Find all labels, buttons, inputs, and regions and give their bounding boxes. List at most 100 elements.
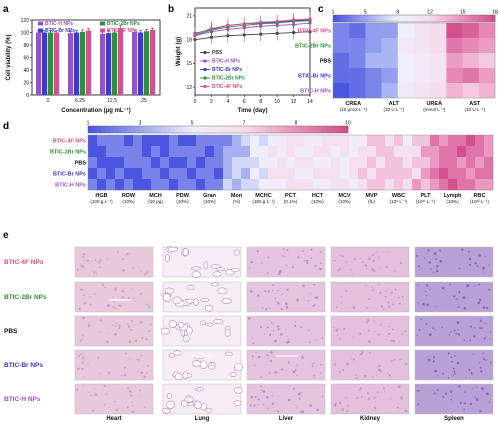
nucleus-dot: [391, 360, 393, 362]
nucleus-dot: [359, 389, 361, 392]
heatmap-cell: [478, 23, 496, 39]
nucleus-dot: [284, 256, 286, 258]
colorbar-segment: [226, 126, 232, 133]
heatmap-cell: [340, 135, 350, 147]
nucleus-dot: [373, 320, 375, 322]
nucleus-dot: [482, 352, 484, 355]
column-unit: (10%): [446, 199, 459, 204]
colorbar-segment: [144, 126, 149, 133]
nucleus-dot: [143, 375, 147, 379]
colorbar-segment: [343, 15, 347, 22]
colorbar-segment: [395, 15, 399, 22]
alveolus: [191, 271, 201, 278]
nucleus-dot: [130, 319, 133, 323]
nucleus-dot: [138, 389, 141, 392]
row-label: BTIC-H NPs: [300, 89, 331, 95]
legend-swatch-a: [100, 21, 105, 26]
heatmap-cell: [367, 146, 377, 158]
colorbar-segment: [135, 126, 141, 133]
nucleus-dot: [252, 342, 255, 344]
nucleus-dot: [262, 404, 265, 406]
nucleus-dot: [149, 323, 152, 326]
nucleus-dot: [301, 410, 305, 414]
nucleus-dot: [131, 401, 134, 404]
nucleus-dot: [385, 339, 387, 341]
legend-label-a: BTIC-Br NPs: [45, 28, 75, 34]
heatmap-cell: [430, 146, 440, 158]
nucleus-dot: [260, 271, 262, 273]
nucleus-dot: [391, 298, 393, 300]
heatmap-cell: [475, 157, 485, 169]
nucleus-dot: [468, 368, 471, 372]
nucleus-dot: [417, 284, 419, 286]
alveolus: [174, 373, 183, 381]
nucleus-dot: [103, 384, 106, 388]
nucleus-dot: [351, 272, 353, 274]
nucleus-dot: [397, 385, 401, 389]
nucleus-dot: [264, 290, 267, 293]
heatmap-cell: [403, 157, 413, 169]
colorbar-segment: [118, 126, 123, 133]
nucleus-dot: [313, 283, 316, 286]
nucleus-dot: [125, 254, 127, 257]
nucleus-dot: [269, 307, 271, 310]
x-tick-label: 6.25: [75, 98, 85, 104]
alveolus: [230, 267, 240, 273]
nucleus-dot: [255, 351, 257, 354]
heatmap-cell: [169, 146, 179, 158]
nucleus-dot: [457, 306, 460, 309]
nucleus-dot: [355, 376, 358, 380]
nucleus-dot: [276, 325, 280, 328]
heatmap-cell: [259, 135, 269, 147]
column-unit: (0.1%): [284, 199, 298, 204]
bar-3-1: [86, 30, 92, 95]
colorbar-segment: [459, 15, 463, 22]
heatmap-cell: [241, 157, 251, 169]
nucleus-dot: [455, 298, 458, 300]
heatmap-cell: [196, 135, 206, 147]
alveolus: [194, 400, 202, 410]
heatmap-cell: [223, 157, 233, 169]
organ-label: Liver: [279, 416, 294, 422]
heatmap-cell: [376, 168, 386, 180]
heatmap-cell: [462, 68, 479, 84]
nucleus-dot: [376, 251, 379, 253]
nucleus-dot: [266, 354, 269, 357]
nucleus-dot: [354, 257, 357, 260]
nucleus-dot: [115, 286, 118, 289]
nucleus-dot: [455, 332, 458, 335]
legend-label-b: BTIC-4F NPs: [212, 84, 243, 90]
nucleus-dot: [294, 321, 297, 323]
nucleus-dot: [98, 376, 100, 378]
heatmap-cell: [88, 135, 98, 147]
nucleus-dot: [310, 248, 313, 251]
nucleus-dot: [378, 256, 380, 259]
colorbar-segment: [392, 15, 396, 22]
heatmap-cell: [385, 179, 395, 191]
nucleus-dot: [112, 300, 115, 303]
nucleus-dot: [254, 395, 257, 398]
nucleus-dot: [465, 377, 467, 379]
heatmap-cell: [421, 179, 431, 191]
heatmap-cell: [367, 179, 377, 191]
series-point-0: [275, 31, 279, 35]
nucleus-dot: [339, 268, 342, 271]
heatmap-cell: [439, 179, 449, 191]
nucleus-dot: [261, 262, 263, 264]
series-point-4: [193, 32, 197, 36]
heatmap-cell: [169, 157, 179, 169]
colorbar-segment: [419, 15, 423, 22]
nucleus-dot: [340, 296, 342, 298]
nucleus-dot: [114, 400, 117, 403]
colorbar-segment: [362, 15, 366, 22]
nucleus-dot: [474, 396, 476, 399]
nucleus-dot: [91, 409, 94, 412]
nucleus-dot: [266, 272, 269, 274]
heatmap-cell: [333, 83, 350, 99]
y-tick-label: 21: [186, 14, 192, 20]
nucleus-dot: [373, 396, 376, 400]
heatmap-cell: [241, 179, 251, 191]
colorbar-segment: [427, 15, 431, 22]
nucleus-dot: [263, 333, 265, 336]
nucleus-dot: [339, 254, 341, 257]
